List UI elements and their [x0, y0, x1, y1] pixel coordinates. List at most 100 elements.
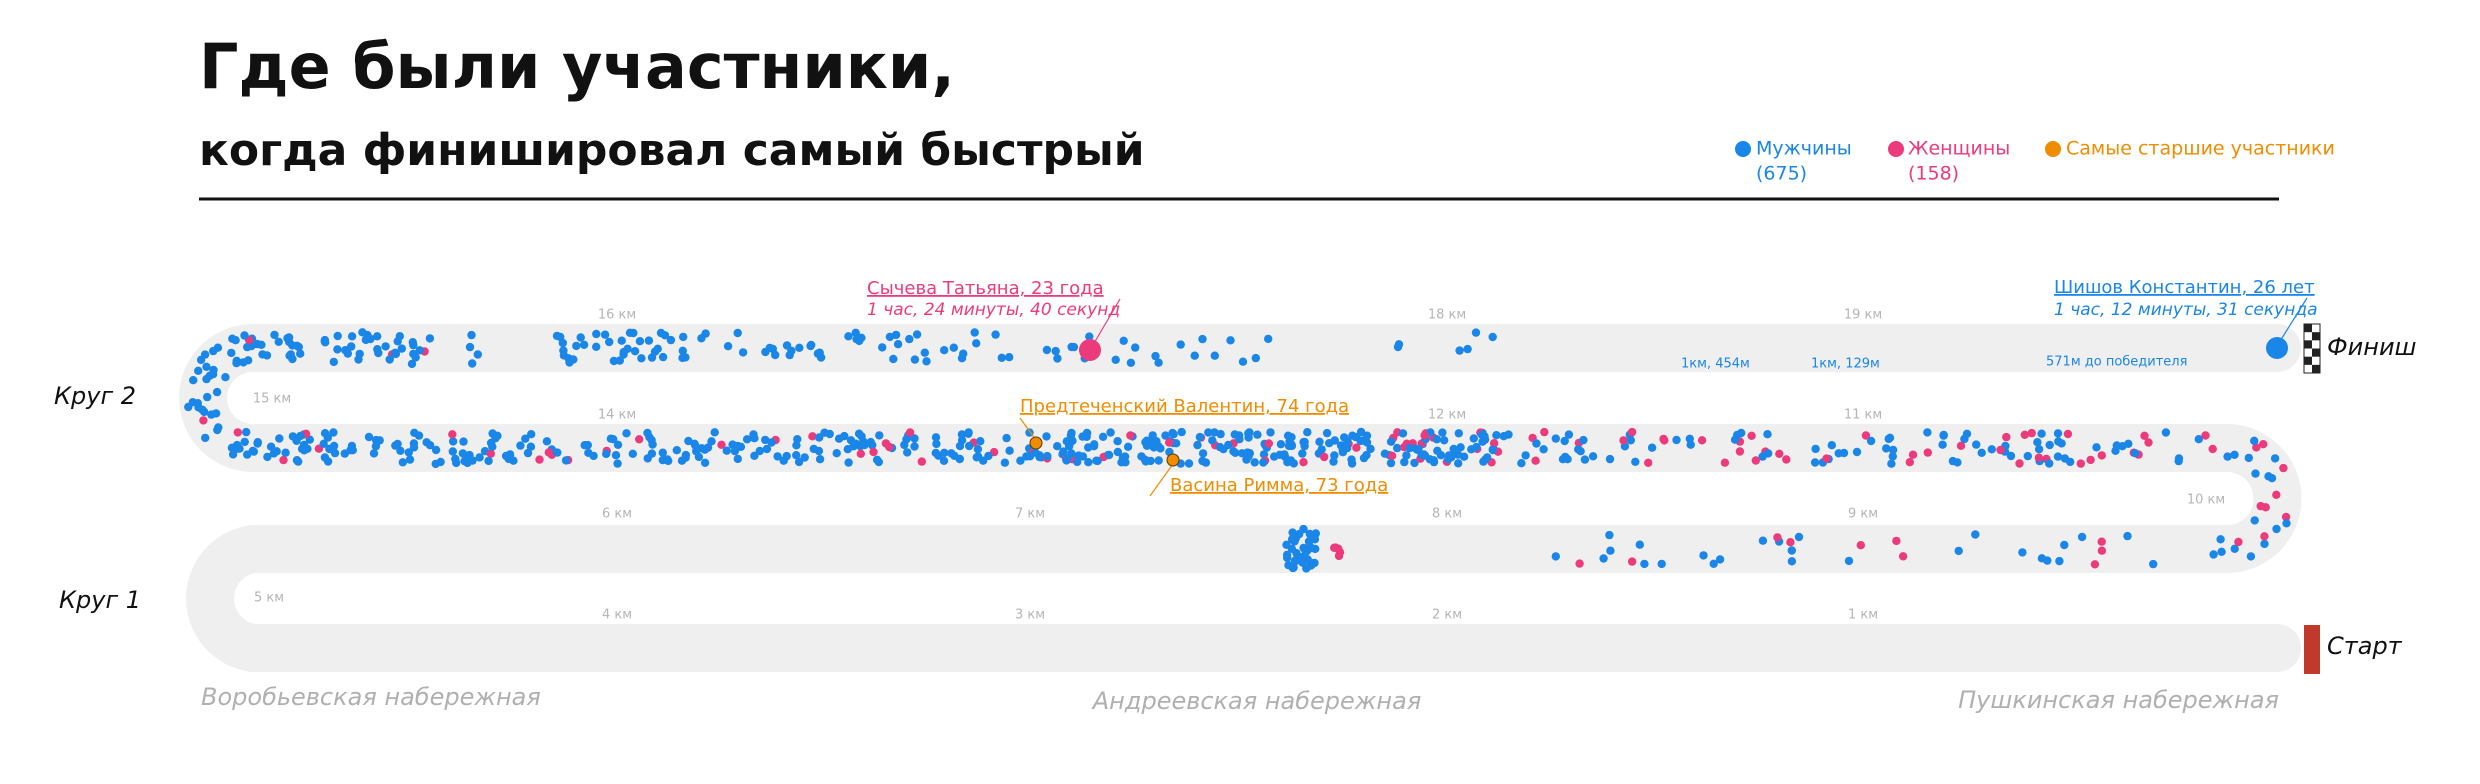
- participant-dot: [2260, 532, 2269, 541]
- participant-dot: [1735, 447, 1745, 456]
- participant-dot: [448, 447, 457, 456]
- participant-dot: [1923, 428, 1932, 437]
- participant-dot: [1440, 436, 1449, 445]
- participant-dot: [1343, 437, 1352, 446]
- participant-dot: [465, 450, 474, 460]
- participant-dot: [622, 429, 631, 438]
- legend-count: (158): [1908, 163, 1959, 185]
- legend-label: Самые старшие участники: [2066, 138, 2335, 160]
- participant-dot: [329, 357, 338, 367]
- participant-dot: [2149, 559, 2158, 569]
- participant-dot: [467, 330, 476, 340]
- km-label: 14 км: [598, 408, 636, 423]
- participant-dot: [678, 346, 687, 355]
- participant-dot: [188, 398, 197, 407]
- participant-dot: [1810, 458, 1820, 467]
- participant-dot: [1315, 437, 1324, 446]
- participant-dot: [1834, 449, 1843, 458]
- participant-dot: [1400, 457, 1409, 467]
- participant-dot: [1504, 430, 1513, 439]
- lap-label: Круг 2: [54, 382, 136, 410]
- participant-dot: [1042, 432, 1051, 441]
- participant-dot: [1309, 532, 1319, 541]
- participant-dot: [1410, 458, 1419, 468]
- participant-dot: [1282, 540, 1291, 549]
- participant-dot: [2260, 539, 2269, 549]
- participant-dot: [294, 457, 303, 466]
- participant-dot: [1106, 428, 1115, 437]
- participant-dot: [957, 354, 967, 363]
- participant-dot: [733, 454, 742, 464]
- participant-dot: [2252, 443, 2261, 452]
- participant-dot: [617, 336, 626, 345]
- participant-dot: [1953, 458, 1962, 467]
- participant-dot: [544, 448, 553, 457]
- participant-dot: [1429, 457, 1439, 467]
- participant-dot: [1244, 433, 1253, 442]
- participant-dot: [1067, 342, 1076, 352]
- km-label: 1 км: [1848, 608, 1878, 623]
- participant-dot: [2097, 546, 2107, 555]
- participant-dot: [425, 334, 435, 343]
- participant-dot: [1111, 355, 1120, 364]
- participant-dot: [2033, 438, 2042, 447]
- participant-dot: [516, 441, 525, 450]
- participant-dot: [1763, 430, 1772, 439]
- participant-dot: [523, 448, 533, 458]
- participant-dot: [2037, 429, 2046, 438]
- participant-dot: [1627, 427, 1637, 437]
- participant-dot: [1659, 434, 1668, 444]
- participant-dot: [1051, 346, 1060, 356]
- participant-dot: [2250, 516, 2259, 525]
- participant-dot: [374, 348, 383, 358]
- participant-dot: [527, 430, 536, 439]
- participant-dot: [1885, 433, 1895, 442]
- participant-dot: [213, 425, 222, 435]
- participant-dot: [1190, 351, 1199, 360]
- participant-dot: [1563, 455, 1572, 464]
- participant-dot: [815, 348, 824, 357]
- participant-dot: [407, 359, 417, 369]
- participant-dot: [647, 435, 656, 445]
- participant-dot: [2034, 453, 2044, 462]
- participant-dot: [681, 353, 690, 362]
- participant-dot: [1141, 438, 1150, 447]
- participant-dot: [710, 428, 719, 437]
- participant-dot: [1856, 541, 1866, 550]
- participant-dot: [825, 429, 834, 439]
- participant-dot: [1042, 345, 1052, 355]
- participant-dot: [1892, 536, 1901, 546]
- participant-dot: [840, 431, 849, 441]
- participant-dot: [700, 458, 710, 467]
- gap-label: 1км, 129м: [1811, 357, 1880, 372]
- participant-dot: [1352, 443, 1361, 452]
- participant-dot: [355, 349, 364, 359]
- finish-label: Финиш: [2327, 333, 2417, 361]
- participant-dot: [1131, 343, 1140, 352]
- leader-line: [1149, 463, 1174, 497]
- participant-dot: [561, 456, 571, 465]
- legend-dot: [2045, 141, 2061, 157]
- participant-dot: [749, 430, 758, 439]
- participant-dot: [2234, 537, 2243, 547]
- participant-dot: [677, 456, 687, 465]
- participant-dot: [609, 356, 619, 366]
- participant-dot: [425, 441, 435, 450]
- participant-dot: [815, 433, 824, 442]
- participant-dot: [1074, 451, 1084, 460]
- participant-dot: [319, 439, 328, 448]
- participant-dot: [932, 439, 941, 449]
- participant-dot: [854, 429, 864, 438]
- participant-dot: [609, 435, 618, 444]
- participant-dot: [1334, 544, 1343, 553]
- participant-dot: [1113, 447, 1123, 457]
- participant-dot: [1715, 555, 1725, 564]
- participant-dot: [579, 340, 589, 349]
- participant-dot: [647, 353, 657, 362]
- participant-dot: [1751, 456, 1761, 465]
- runner-name: Предтеченский Валентин, 74 года: [1020, 396, 1349, 417]
- participant-dot: [1329, 457, 1338, 466]
- participant-dot: [1402, 451, 1411, 460]
- participant-dot: [1606, 546, 1615, 555]
- title: Где были участники,: [199, 30, 955, 103]
